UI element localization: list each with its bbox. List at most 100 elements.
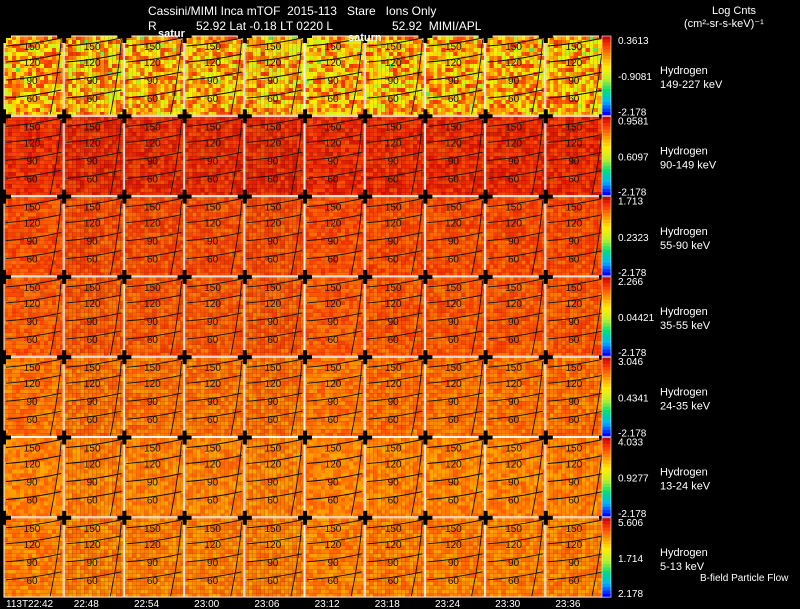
heatmap-cell — [280, 52, 285, 56]
heatmap-cell — [597, 60, 602, 64]
heatmap-cell — [100, 160, 105, 165]
heatmap-cell — [132, 172, 137, 177]
heatmap-cell — [361, 64, 365, 68]
heatmap-cell — [76, 60, 81, 64]
heatmap-cell — [112, 72, 117, 76]
heatmap-cell — [144, 84, 149, 88]
heatmap-cell — [341, 84, 345, 88]
heatmap-cell — [525, 84, 530, 88]
heatmap-cell — [533, 88, 538, 92]
heatmap-cell — [313, 60, 317, 64]
heatmap-cell — [373, 64, 378, 68]
heatmap-cell — [413, 76, 418, 80]
heatmap-cell — [112, 96, 117, 100]
heatmap-cell — [16, 176, 20, 181]
heatmap-cell — [329, 184, 333, 189]
heatmap-cell — [288, 172, 293, 177]
heatmap-cell — [329, 88, 333, 92]
heatmap-cell — [208, 68, 213, 72]
heatmap-cell — [44, 64, 48, 68]
heatmap-cell — [192, 160, 197, 165]
heatmap-cell — [72, 52, 77, 56]
heatmap-cell — [513, 104, 518, 108]
heatmap-cell — [389, 52, 394, 56]
heatmap-cell — [184, 180, 189, 185]
heatmap-cell — [132, 148, 137, 153]
heatmap-cell — [421, 60, 425, 64]
heatmap-cell — [433, 44, 438, 48]
heatmap-cell — [333, 176, 337, 181]
heatmap-cell — [457, 52, 462, 56]
heatmap-cell — [168, 100, 173, 104]
heatmap-cell — [353, 88, 357, 92]
heatmap-cell — [573, 112, 578, 116]
heatmap-cell — [292, 100, 297, 104]
heatmap-cell — [577, 76, 582, 80]
heatmap-cell — [300, 156, 304, 161]
heatmap-cell — [136, 60, 141, 64]
heatmap-cell — [361, 56, 365, 60]
heatmap-cell — [96, 68, 101, 72]
heatmap-cell — [60, 132, 64, 137]
heatmap-cell — [381, 128, 386, 133]
heatmap-cell — [513, 92, 518, 96]
heatmap-cell — [176, 72, 181, 76]
heatmap-cell — [325, 160, 329, 165]
heatmap-cell — [573, 40, 578, 44]
heatmap-cell — [200, 76, 205, 80]
heatmap-cell — [232, 72, 237, 76]
heatmap-cell — [313, 132, 317, 137]
heatmap-cell — [433, 52, 438, 56]
heatmap-cell — [345, 48, 349, 52]
heatmap-cell — [152, 188, 157, 193]
heatmap-cell — [525, 104, 530, 108]
heatmap-cell — [329, 52, 333, 56]
heatmap-cell — [88, 156, 93, 161]
heatmap-cell — [597, 88, 602, 92]
heatmap-cell — [529, 96, 534, 100]
heatmap-cell — [553, 88, 558, 92]
heatmap-cell — [333, 100, 337, 104]
heatmap-cell — [144, 100, 149, 104]
heatmap-cell — [100, 108, 105, 112]
heatmap-cell — [252, 40, 257, 44]
heatmap-cell — [361, 164, 365, 169]
heatmap-cell — [28, 40, 32, 44]
heatmap-cell — [52, 160, 56, 165]
heatmap-cell — [465, 52, 470, 56]
heatmap-cell — [341, 60, 345, 64]
heatmap-cell — [453, 68, 458, 72]
heatmap-cell — [228, 52, 233, 56]
heatmap-cell — [557, 88, 562, 92]
heatmap-cell — [32, 148, 36, 153]
heatmap-cell — [533, 68, 538, 72]
heatmap-cell — [485, 100, 490, 104]
heatmap-cell — [148, 100, 153, 104]
heatmap-cell — [36, 108, 40, 112]
heatmap-cell — [369, 92, 374, 96]
heatmap-cell — [152, 100, 157, 104]
heatmap-cell — [132, 144, 137, 149]
heatmap-cell — [521, 88, 526, 92]
heatmap-cell — [300, 48, 304, 52]
heatmap-cell — [553, 96, 558, 100]
heatmap-cell — [260, 48, 265, 52]
heatmap-cell — [325, 164, 329, 169]
heatmap-cell — [505, 48, 510, 52]
heatmap-cell — [325, 96, 329, 100]
heatmap-cell — [493, 104, 498, 108]
heatmap-cell — [212, 52, 217, 56]
heatmap-cell — [300, 76, 304, 80]
heatmap-cell — [148, 124, 153, 129]
heatmap-cell — [481, 56, 485, 60]
heatmap-cell — [176, 136, 181, 141]
heatmap-cell — [409, 64, 414, 68]
heatmap-cell — [373, 148, 378, 153]
heatmap-cell — [152, 152, 157, 157]
heatmap-cell — [276, 124, 281, 129]
heatmap-cell — [481, 104, 485, 108]
heatmap-cell — [397, 148, 402, 153]
heatmap-cell — [405, 64, 410, 68]
heatmap-cell — [305, 184, 309, 189]
heatmap-cell — [417, 156, 422, 161]
